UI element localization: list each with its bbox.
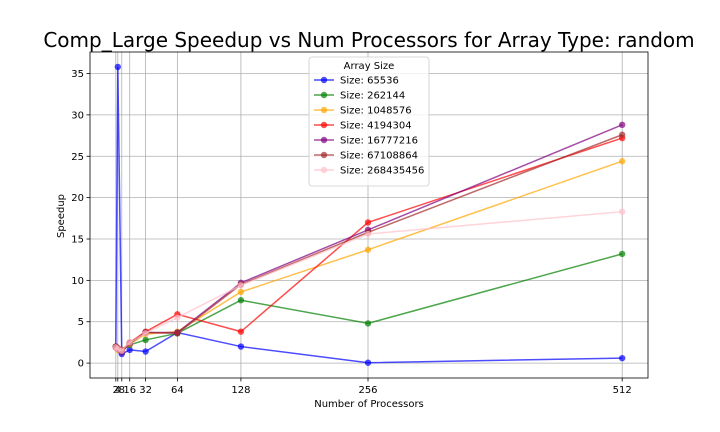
legend-marker	[320, 136, 328, 144]
data-point	[142, 330, 149, 337]
x-tick-label: 4	[115, 385, 121, 396]
legend-label: Size: 4194304	[340, 121, 412, 132]
y-tick-label: 25	[71, 152, 84, 163]
legend-marker	[320, 166, 328, 174]
data-point	[174, 330, 181, 337]
legend-marker	[320, 151, 328, 159]
data-point	[174, 314, 181, 321]
legend-entry: Size: 16777216	[314, 136, 418, 147]
y-tick-label: 5	[78, 317, 84, 328]
data-point	[618, 158, 626, 165]
data-point	[237, 297, 245, 304]
y-tick-label: 10	[71, 276, 84, 287]
data-point	[237, 343, 245, 350]
x-tick-label: 256	[358, 385, 377, 396]
series-layer	[112, 63, 626, 366]
y-tick-label: 0	[78, 359, 84, 370]
data-point	[142, 336, 149, 344]
legend-label: Size: 1048576	[340, 106, 412, 117]
legend-marker	[320, 121, 328, 129]
y-tick-label: 35	[71, 69, 84, 80]
legend-entry: Size: 65536	[314, 76, 399, 87]
y-tick-label: 20	[71, 193, 84, 204]
data-point	[364, 359, 372, 366]
data-point	[364, 246, 372, 253]
x-tick-label: 128	[231, 385, 250, 396]
data-point	[142, 348, 149, 355]
series-7	[112, 208, 626, 354]
data-point	[618, 121, 626, 129]
x-tick-label: 2	[113, 385, 119, 396]
data-point	[114, 63, 122, 71]
chart-title: Comp_Large Speedup vs Num Processors for…	[43, 28, 694, 52]
data-point	[237, 288, 245, 296]
x-axis-label: Number of Processors	[314, 399, 424, 410]
plot-frame	[89, 51, 649, 379]
data-point	[118, 347, 125, 354]
x-tick-label: 512	[613, 385, 632, 396]
legend-marker	[320, 91, 328, 99]
legend-box	[308, 56, 430, 187]
data-point	[618, 354, 626, 362]
data-point	[618, 131, 626, 138]
x-tick-label: 16	[123, 385, 136, 396]
legend-label: Size: 262144	[340, 91, 405, 102]
legend-entry: Size: 268435456	[314, 166, 424, 177]
data-point	[618, 250, 626, 258]
x-tick-label: 8	[119, 385, 125, 396]
legend: Array Size Size: 65536 Size: 262144 Size: 1…	[308, 56, 430, 187]
data-point	[237, 282, 245, 289]
legend-entry: Size: 1048576	[314, 106, 412, 117]
legend-entry: Size: 4194304	[314, 121, 412, 132]
y-axis-label: Speedup	[56, 194, 67, 238]
legend-entry: Size: 67108864	[314, 151, 418, 162]
data-point	[237, 328, 245, 335]
legend-marker	[320, 106, 328, 114]
y-tick-label: 15	[71, 234, 84, 245]
y-axis-ticks: 0 5 10 15 20 25 30 35	[71, 69, 90, 370]
legend-marker	[320, 76, 328, 84]
y-tick-label: 30	[71, 110, 84, 121]
data-point	[126, 346, 133, 354]
legend-label: Size: 67108864	[340, 151, 418, 162]
data-point	[364, 230, 372, 238]
data-point	[364, 219, 372, 226]
legend-title: Array Size	[344, 61, 395, 72]
x-tick-label: 64	[171, 385, 184, 396]
legend-label: Size: 16777216	[340, 136, 418, 147]
data-point	[618, 208, 626, 215]
data-point	[126, 339, 133, 346]
legend-label: Size: 268435456	[340, 166, 424, 177]
data-point	[364, 320, 372, 327]
legend-entry: Size: 262144	[314, 91, 405, 102]
x-tick-label: 32	[139, 385, 152, 396]
legend-label: Size: 65536	[340, 76, 399, 87]
